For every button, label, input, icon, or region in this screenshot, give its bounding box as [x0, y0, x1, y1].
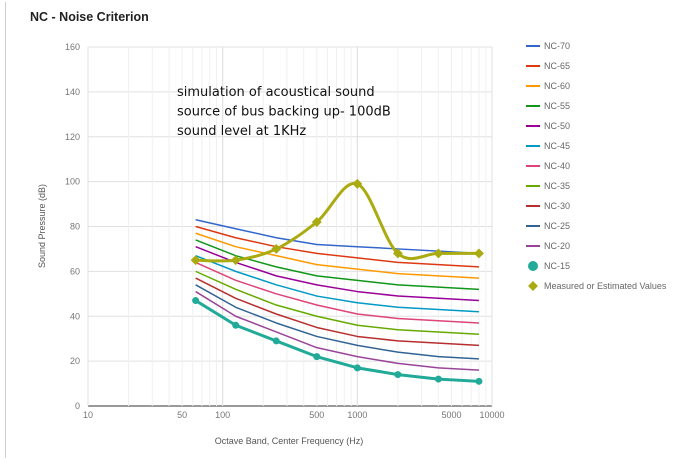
x-tick-label: 100 — [215, 410, 230, 420]
series-nc-20 — [195, 290, 479, 371]
data-point — [394, 371, 402, 379]
legend-item-nc-60[interactable]: NC-60 — [526, 81, 570, 91]
series-nc-40 — [195, 261, 479, 324]
y-tick-label: 140 — [65, 87, 80, 97]
legend-item-measured-or-estimated-values[interactable]: Measured or Estimated Values — [528, 281, 667, 291]
x-tick-label: 10 — [83, 410, 93, 420]
data-point — [190, 255, 201, 266]
y-tick-label: 160 — [65, 42, 80, 52]
chart-title: NC - Noise Criterion — [30, 10, 149, 24]
series-nc-25 — [195, 284, 479, 360]
series-line — [195, 181, 479, 263]
data-point — [232, 321, 240, 329]
data-point — [475, 377, 483, 385]
y-tick-label: 80 — [70, 222, 80, 232]
y-tick-label: 120 — [65, 132, 80, 142]
series-line — [195, 219, 479, 255]
legend-label: NC-60 — [544, 81, 570, 91]
data-point — [192, 297, 200, 305]
series-line — [195, 225, 479, 268]
x-tick-label: 10000 — [479, 410, 504, 420]
legend-item-nc-70[interactable]: NC-70 — [526, 41, 570, 51]
y-tick-label: 0 — [75, 401, 80, 411]
legend-label: NC-55 — [544, 101, 570, 111]
x-tick-label: 5000 — [441, 410, 461, 420]
legend-label: NC-65 — [544, 61, 570, 71]
x-tick-label: 500 — [309, 410, 324, 420]
data-point — [473, 248, 484, 259]
data-point — [352, 178, 363, 189]
legend-label: NC-30 — [544, 201, 570, 211]
legend-label: NC-20 — [544, 241, 570, 251]
series-nc-15 — [192, 297, 483, 385]
legend-item-nc-20[interactable]: NC-20 — [526, 241, 570, 251]
legend-item-nc-65[interactable]: NC-65 — [526, 61, 570, 71]
legend-label: NC-40 — [544, 161, 570, 171]
chart-legend[interactable]: NC-70 NC-65 NC-60 NC-55 NC-50 NC-45 NC-40 NC-35… — [526, 41, 667, 291]
x-tick-label: 1000 — [347, 410, 367, 420]
y-tick-label: 100 — [65, 177, 80, 187]
series-nc-35 — [195, 270, 479, 335]
legend-marker — [528, 281, 538, 291]
annotation-line: simulation of acoustical sound — [177, 85, 375, 100]
legend-item-nc-50[interactable]: NC-50 — [526, 121, 570, 131]
data-point — [433, 248, 444, 259]
y-axis-label: Sound Pressure (dB) — [37, 184, 47, 268]
series-nc-50 — [195, 245, 479, 302]
series-nc-65 — [195, 225, 479, 268]
series-line — [195, 232, 479, 279]
x-tick-label: 50 — [177, 410, 187, 420]
data-point — [434, 375, 442, 383]
data-point — [271, 243, 282, 254]
legend-item-nc-45[interactable]: NC-45 — [526, 141, 570, 151]
legend-marker — [528, 261, 538, 271]
data-point — [272, 337, 280, 345]
series-nc-55 — [195, 239, 479, 291]
y-tick-label: 60 — [70, 266, 80, 276]
legend-item-nc-15[interactable]: NC-15 — [528, 261, 570, 271]
series-measured-or-estimated-values — [190, 178, 484, 266]
y-tick-label: 20 — [70, 356, 80, 366]
y-tick-labels: 0 20 40 60 80 100 120 140 160 — [65, 42, 80, 411]
series-line — [195, 261, 479, 324]
data-point — [353, 364, 361, 372]
series-line — [195, 284, 479, 360]
series-nc-30 — [195, 277, 479, 347]
legend-item-nc-35[interactable]: NC-35 — [526, 181, 570, 191]
data-point — [313, 353, 321, 361]
legend-label: NC-25 — [544, 221, 570, 231]
series-line — [195, 277, 479, 347]
series-line — [195, 270, 479, 335]
series-line — [195, 245, 479, 302]
y-tick-label: 40 — [70, 311, 80, 321]
legend-label: NC-35 — [544, 181, 570, 191]
series-nc-45 — [195, 254, 479, 313]
legend-item-nc-25[interactable]: NC-25 — [526, 221, 570, 231]
chart-series — [190, 178, 484, 385]
legend-label: NC-45 — [544, 141, 570, 151]
legend-item-nc-30[interactable]: NC-30 — [526, 201, 570, 211]
chart-annotation: simulation of acoustical sound source of … — [177, 85, 391, 139]
legend-label: NC-50 — [544, 121, 570, 131]
chart-grid — [87, 46, 493, 407]
data-point — [311, 217, 322, 227]
series-nc-60 — [195, 232, 479, 279]
x-axis-label: Octave Band, Center Frequency (Hz) — [215, 436, 364, 446]
legend-item-nc-55[interactable]: NC-55 — [526, 101, 570, 111]
x-tick-labels: 10 50 100 500 1000 5000 10000 — [83, 410, 505, 420]
annotation-line: sound level at 1KHz — [177, 124, 306, 139]
legend-label: Measured or Estimated Values — [544, 281, 667, 291]
legend-item-nc-40[interactable]: NC-40 — [526, 161, 570, 171]
data-point — [230, 255, 241, 266]
series-nc-70 — [195, 219, 479, 255]
series-line — [195, 239, 479, 291]
legend-label: NC-70 — [544, 41, 570, 51]
series-line — [195, 290, 479, 371]
series-line — [194, 299, 480, 383]
legend-label: NC-15 — [544, 261, 570, 271]
annotation-line: source of bus backing up- 100dB — [177, 105, 391, 120]
series-line — [195, 254, 479, 313]
